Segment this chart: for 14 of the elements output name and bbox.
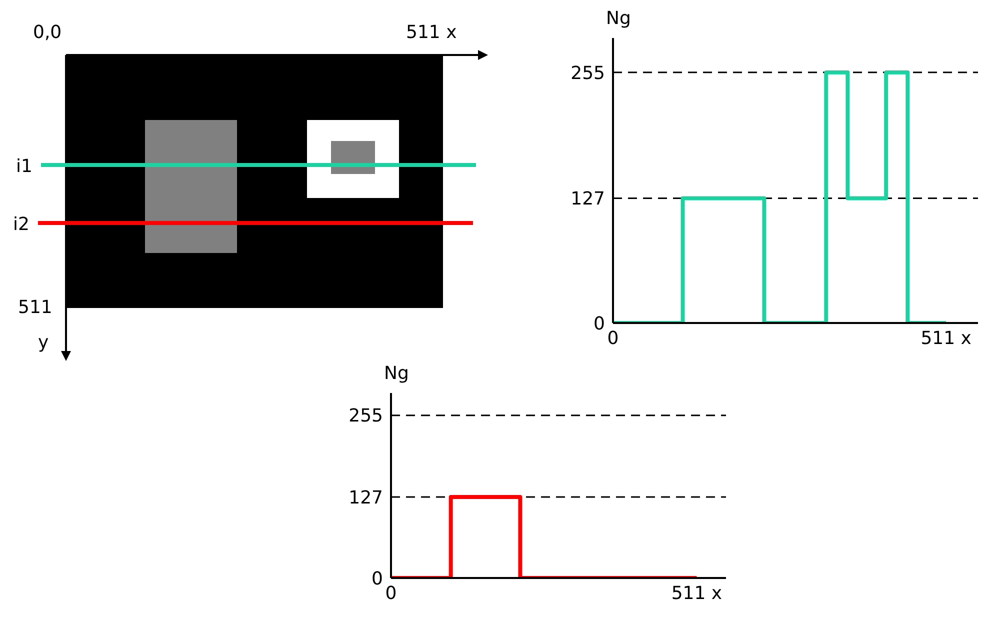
text: y: [38, 332, 49, 353]
text: i2: [13, 214, 30, 235]
y-tick-label: 0: [372, 568, 383, 590]
text: 0,0: [33, 22, 62, 43]
y-axis-title: Ng: [606, 8, 631, 29]
text: 511 x: [406, 22, 458, 43]
y-tick-label: 255: [348, 406, 383, 427]
y-tick-label: 127: [348, 487, 383, 508]
y-tick-label: 0: [594, 313, 605, 334]
y-tick-label: 127: [570, 188, 605, 210]
text: 511: [18, 297, 52, 318]
y-tick-label: 255: [570, 62, 605, 84]
y-axis-title: Ng: [384, 363, 409, 384]
text: i1: [16, 156, 32, 177]
